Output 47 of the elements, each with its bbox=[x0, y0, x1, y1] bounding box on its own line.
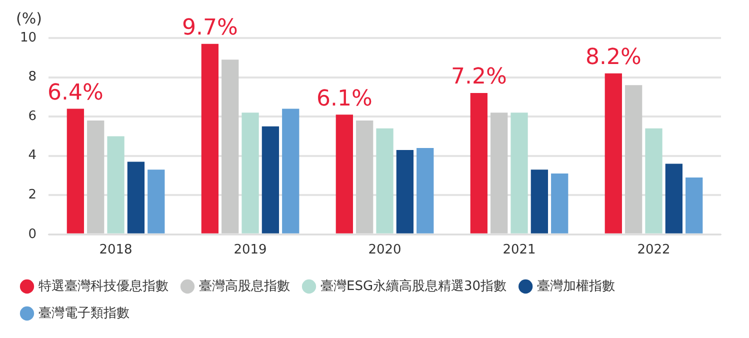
bar bbox=[551, 174, 568, 234]
bar bbox=[201, 44, 219, 234]
data-label: 6.1% bbox=[316, 86, 372, 112]
x-tick-label: 2021 bbox=[502, 242, 536, 258]
bar bbox=[262, 126, 280, 234]
bar bbox=[66, 108, 84, 234]
y-axis-title: (%) bbox=[16, 9, 42, 28]
bar bbox=[490, 112, 508, 234]
data-label: 6.4% bbox=[47, 80, 104, 106]
y-tick-label: 8 bbox=[28, 70, 37, 85]
bar bbox=[396, 150, 414, 234]
x-tick-label: 2020 bbox=[368, 242, 402, 258]
y-tick-label: 2 bbox=[28, 187, 37, 202]
data-label: 9.7% bbox=[182, 16, 238, 41]
bar bbox=[336, 114, 353, 234]
legend-label: 臺灣電子類指數 bbox=[38, 306, 130, 321]
x-tick-label: 2019 bbox=[234, 242, 267, 258]
bar bbox=[510, 112, 528, 234]
bar bbox=[530, 170, 548, 234]
legend-label: 臺灣加權指數 bbox=[537, 278, 616, 294]
bar bbox=[356, 120, 374, 234]
legend-label: 臺灣高股息指數 bbox=[199, 278, 290, 294]
y-tick-label: 0 bbox=[28, 226, 37, 242]
bar bbox=[376, 128, 394, 234]
bar bbox=[604, 73, 622, 234]
data-label: 8.2% bbox=[585, 45, 642, 70]
bar bbox=[645, 128, 662, 234]
legend-label: 臺灣ESG永續高股息精選30指數 bbox=[320, 278, 507, 294]
bar bbox=[222, 60, 239, 234]
bar bbox=[416, 148, 434, 234]
x-tick-label: 2022 bbox=[637, 242, 670, 258]
legend-label: 特選臺灣科技優息指數 bbox=[38, 278, 168, 294]
bar bbox=[282, 108, 300, 234]
x-tick-label: 2018 bbox=[99, 242, 132, 258]
bar bbox=[470, 92, 488, 234]
data-label: 7.2% bbox=[450, 64, 507, 90]
bar bbox=[87, 120, 104, 234]
bar bbox=[127, 162, 145, 234]
y-tick-label: 4 bbox=[28, 148, 37, 164]
y-tick-label: 10 bbox=[20, 30, 37, 46]
y-tick-label: 6 bbox=[28, 108, 37, 124]
bar bbox=[148, 170, 165, 234]
bar bbox=[665, 164, 682, 234]
bar bbox=[625, 85, 642, 234]
bar bbox=[107, 136, 124, 234]
bar bbox=[686, 177, 703, 234]
bar bbox=[242, 112, 259, 234]
